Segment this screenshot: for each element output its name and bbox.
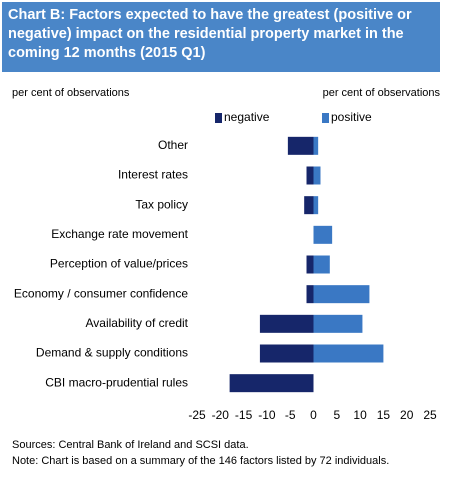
chart-title: Chart B: Factors expected to have the gr… xyxy=(2,2,440,72)
y-tick-label: Exchange rate movement xyxy=(51,227,188,241)
bar xyxy=(313,136,319,155)
bar xyxy=(313,225,333,244)
y-tick-label: Perception of value/prices xyxy=(50,257,188,271)
x-tick-label: -20 xyxy=(212,408,230,422)
x-tick-label: 20 xyxy=(400,408,414,422)
x-tick-label: 15 xyxy=(377,408,391,422)
y-tick-label: Demand & supply conditions xyxy=(36,346,188,360)
x-tick-label: 5 xyxy=(333,408,340,422)
bar xyxy=(306,166,314,185)
bar xyxy=(313,314,363,333)
y-tick-label: Other xyxy=(158,138,188,152)
bar xyxy=(304,196,314,215)
bar xyxy=(313,285,370,304)
bar xyxy=(313,196,319,215)
y-tick-label: Interest rates xyxy=(118,168,188,182)
left-axis-label: per cent of observations xyxy=(12,87,130,99)
x-tick-label: 0 xyxy=(310,408,317,422)
bar xyxy=(313,344,384,363)
bar xyxy=(313,255,330,274)
bar xyxy=(259,344,314,363)
legend-swatch xyxy=(215,113,222,123)
bar xyxy=(306,285,314,304)
legend-swatch xyxy=(322,113,329,123)
y-tick-label: CBI macro-prudential rules xyxy=(45,375,188,389)
bar xyxy=(306,255,314,274)
x-tick-label: -5 xyxy=(285,408,296,422)
x-tick-label: -25 xyxy=(188,408,206,422)
source: Sources: Central Bank of Ireland and SCS… xyxy=(12,439,249,451)
bar xyxy=(229,374,314,393)
right-axis-label: per cent of observations xyxy=(323,87,441,99)
x-tick-label: -15 xyxy=(235,408,253,422)
x-tick-label: 25 xyxy=(423,408,437,422)
note: Note: Chart is based on a summary of the… xyxy=(12,455,389,467)
x-tick-label: -10 xyxy=(258,408,276,422)
bar xyxy=(259,314,314,333)
y-tick-label: Availability of credit xyxy=(86,316,189,330)
legend-label: negative xyxy=(224,110,270,124)
bar xyxy=(313,166,321,185)
legend-label: positive xyxy=(331,110,372,124)
y-tick-label: Economy / consumer confidence xyxy=(14,286,188,300)
y-tick-label: Tax policy xyxy=(135,197,188,211)
x-tick-label: 10 xyxy=(353,408,367,422)
bar xyxy=(287,136,314,155)
